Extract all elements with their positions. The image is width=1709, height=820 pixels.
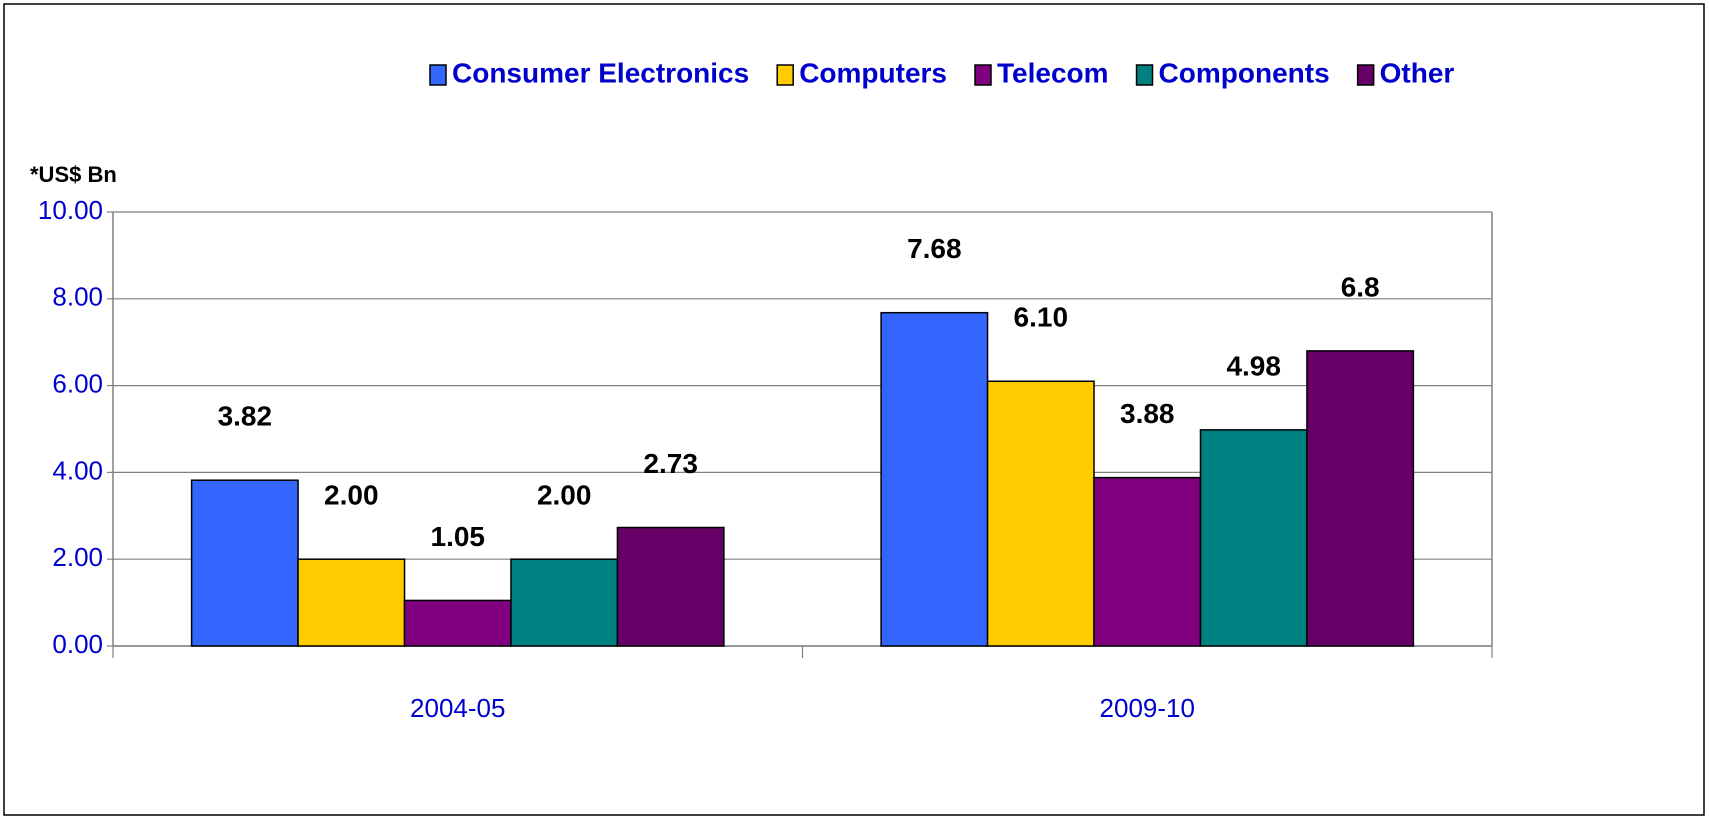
value-label: 4.98 — [1226, 350, 1281, 381]
legend-swatch — [429, 64, 447, 86]
bar — [403, 599, 512, 647]
y-axis-label: *US$ Bn — [30, 162, 117, 187]
y-tick-label: 4.00 — [52, 455, 103, 485]
legend-label: Components — [1159, 57, 1330, 88]
legend-swatch — [974, 64, 992, 86]
x-tick-label: 2009-10 — [1100, 693, 1195, 723]
y-tick-label: 0.00 — [52, 629, 103, 659]
legend-swatch — [776, 64, 794, 86]
legend-label: Computers — [799, 57, 947, 88]
bar — [510, 558, 619, 647]
value-label: 6.10 — [1014, 302, 1069, 333]
bar — [616, 526, 725, 647]
x-tick-label: 2004-05 — [410, 693, 505, 723]
value-label: 7.68 — [907, 233, 962, 264]
value-label: 6.8 — [1341, 271, 1380, 302]
value-label: 3.88 — [1120, 398, 1175, 429]
legend-label: Other — [1380, 57, 1455, 88]
value-label: 2.73 — [643, 448, 698, 479]
value-label: 3.82 — [218, 401, 273, 432]
bar — [190, 479, 299, 647]
y-tick-label: 10.00 — [38, 195, 103, 225]
bar — [1306, 350, 1415, 647]
bar — [880, 311, 989, 647]
chart-frame — [3, 3, 1705, 816]
legend-swatch — [1356, 64, 1375, 86]
legend-swatch — [1135, 64, 1154, 86]
bar — [1199, 429, 1308, 647]
value-label: 2.00 — [324, 480, 379, 511]
bar — [297, 558, 406, 647]
y-tick-label: 2.00 — [52, 542, 103, 572]
y-tick-label: 6.00 — [52, 368, 103, 398]
legend-label: Consumer Electronics — [452, 57, 749, 88]
y-tick-label: 8.00 — [52, 282, 103, 312]
legend-label: Telecom — [997, 57, 1109, 88]
bar — [986, 380, 1095, 647]
value-label: 1.05 — [431, 521, 486, 552]
bar — [1093, 476, 1202, 647]
value-label: 2.00 — [537, 480, 592, 511]
